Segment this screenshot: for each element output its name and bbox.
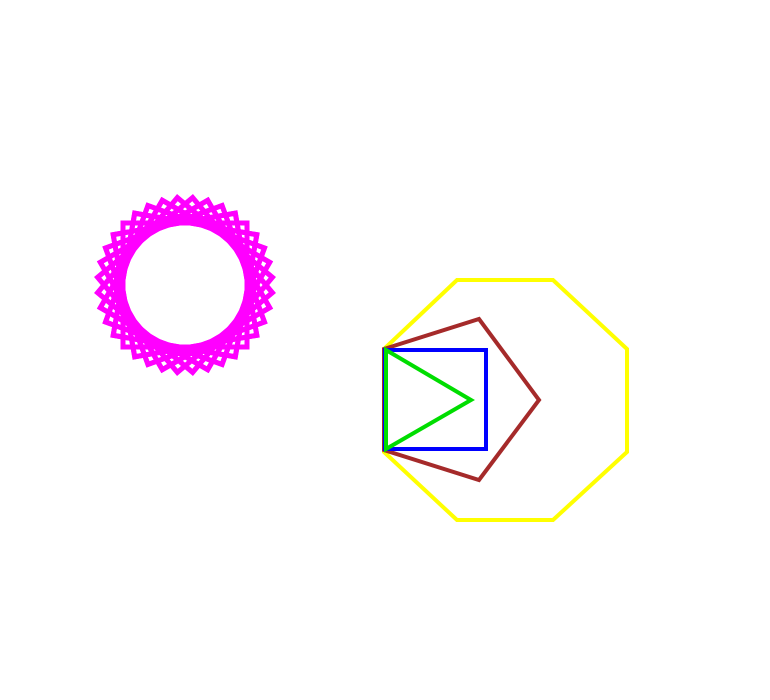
rosette-square <box>110 210 260 360</box>
octagon-outline <box>382 278 629 522</box>
nested-polygons <box>382 278 629 522</box>
rosette-square <box>96 196 274 374</box>
pentagon-outline <box>382 316 542 483</box>
rosette-square <box>96 196 274 374</box>
rosette-square <box>96 196 274 374</box>
rosette-square <box>96 196 274 374</box>
magenta-square-rosette <box>94 194 276 376</box>
triangle-outline <box>384 346 475 453</box>
